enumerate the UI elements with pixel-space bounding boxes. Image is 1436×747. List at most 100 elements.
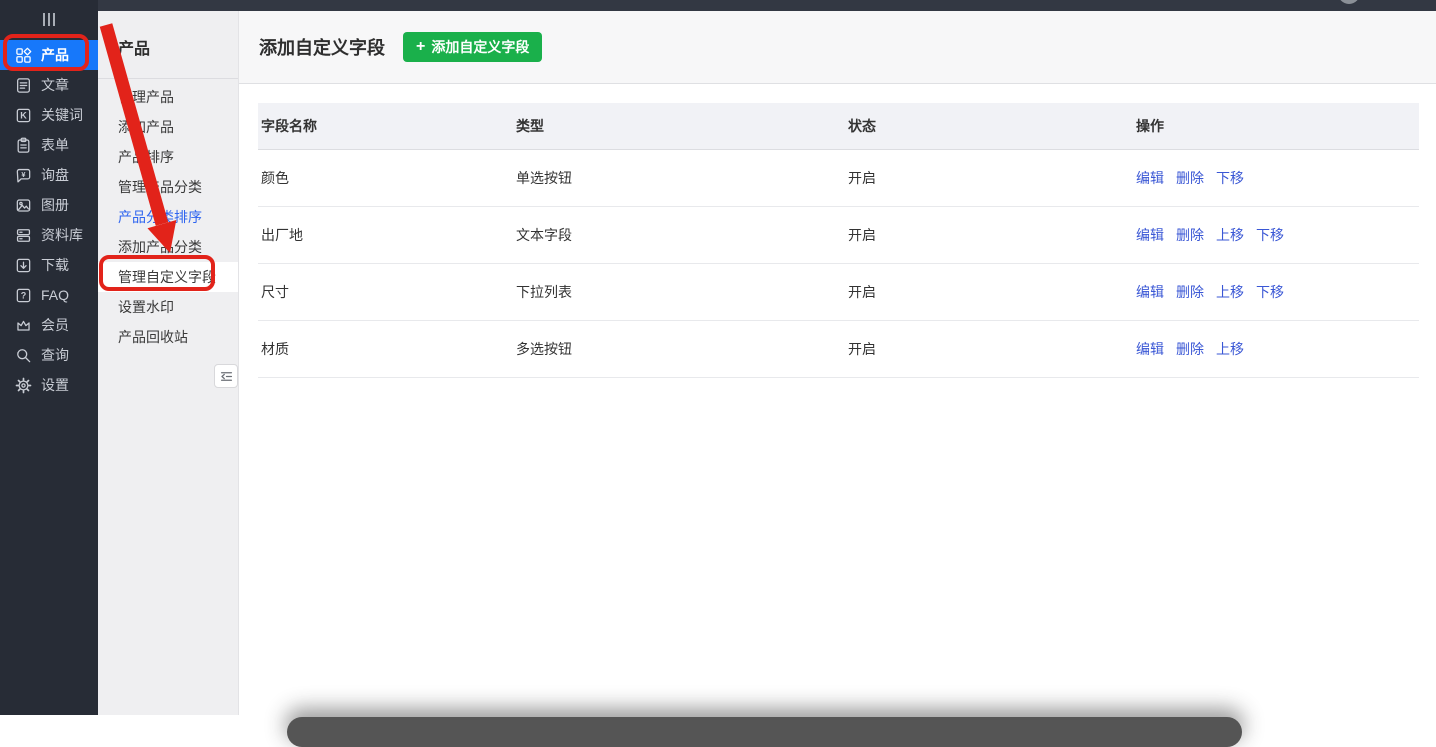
- plus-icon: +: [416, 38, 426, 55]
- cell-type: 单选按钮: [516, 170, 572, 186]
- delete-link[interactable]: 删除: [1176, 284, 1204, 300]
- sidebar-item-label: 产品: [41, 47, 69, 63]
- add-custom-field-button-label: 添加自定义字段: [431, 39, 530, 55]
- submenu-item-add-product[interactable]: 添加产品: [118, 119, 174, 135]
- table-row: 出厂地 文本字段 开启 编辑 删除 上移 下移: [258, 207, 1419, 264]
- col-header-type: 类型: [516, 118, 544, 134]
- svg-text:?: ?: [21, 290, 27, 300]
- download-icon: [15, 257, 32, 274]
- sidebar-item-label: 询盘: [41, 167, 69, 183]
- sidebar-collapse-handle-icon[interactable]: [0, 13, 98, 26]
- outdent-icon: [219, 369, 234, 384]
- sidebar-item-members[interactable]: 会员: [0, 310, 98, 340]
- cell-actions: 编辑 删除 上移 下移: [1133, 282, 1419, 302]
- sidebar-item-label: 表单: [41, 137, 69, 153]
- sidebar-item-products[interactable]: 产品: [0, 40, 98, 70]
- submenu-item-manage-products[interactable]: 管理产品: [118, 89, 174, 105]
- edit-link[interactable]: 编辑: [1136, 341, 1164, 357]
- col-header-actions: 操作: [1136, 118, 1164, 134]
- cell-field-name: 材质: [261, 341, 289, 357]
- faq-icon: ?: [15, 287, 32, 304]
- submenu-item-category-sort[interactable]: 产品分类排序: [118, 209, 202, 225]
- cell-actions: 编辑 删除 下移: [1133, 168, 1419, 188]
- primary-sidebar: 产品 文章 K 关键词 表单 ¥ 询盘: [0, 0, 98, 715]
- cell-field-name: 出厂地: [261, 227, 303, 243]
- submenu-list: 管理产品 添加产品 产品排序 管理产品分类 产品分类排序 添加产品分类 管理自定…: [98, 82, 238, 352]
- form-icon: [15, 137, 32, 154]
- sidebar-item-library[interactable]: 资料库: [0, 220, 98, 250]
- sidebar-item-articles[interactable]: 文章: [0, 70, 98, 100]
- submenu-item-manage-categories[interactable]: 管理产品分类: [118, 179, 202, 195]
- main-content: 添加自定义字段 + 添加自定义字段 字段名称 类型 状态 操作 颜色 单选按钮 …: [239, 11, 1436, 715]
- top-bar: [0, 0, 1436, 11]
- inquiry-icon: ¥: [15, 167, 32, 184]
- submenu-item-add-category[interactable]: 添加产品分类: [118, 239, 202, 255]
- member-icon: [15, 317, 32, 334]
- sidebar-item-label: 关键词: [41, 107, 83, 123]
- primary-nav: 产品 文章 K 关键词 表单 ¥ 询盘: [0, 40, 98, 400]
- library-icon: [15, 227, 32, 244]
- sidebar-item-label: 查询: [41, 347, 69, 363]
- sidebar-item-label: 设置: [41, 377, 69, 393]
- sidebar-item-label: 资料库: [41, 227, 83, 243]
- sidebar-item-gallery[interactable]: 图册: [0, 190, 98, 220]
- sidebar-item-label: 文章: [41, 77, 69, 93]
- cell-status: 开启: [848, 284, 876, 300]
- cell-field-name: 尺寸: [261, 284, 289, 300]
- submenu-title: 产品: [118, 41, 151, 58]
- page-title: 添加自定义字段: [259, 38, 385, 58]
- sidebar-item-label: 图册: [41, 197, 69, 213]
- sidebar-item-label: FAQ: [41, 287, 70, 303]
- submenu-collapse-button[interactable]: [214, 364, 238, 388]
- move-down-link[interactable]: 下移: [1256, 227, 1284, 243]
- cell-type: 多选按钮: [516, 341, 572, 357]
- table-row: 尺寸 下拉列表 开启 编辑 删除 上移 下移: [258, 264, 1419, 321]
- cell-field-name: 颜色: [261, 170, 289, 186]
- cell-actions: 编辑 删除 上移: [1133, 339, 1419, 359]
- custom-fields-table: 字段名称 类型 状态 操作 颜色 单选按钮 开启 编辑 删除 下移 出厂地 文本…: [258, 103, 1419, 378]
- col-header-field-name: 字段名称: [261, 118, 317, 134]
- delete-link[interactable]: 删除: [1176, 227, 1204, 243]
- bottom-window-shadow: [287, 717, 1242, 747]
- edit-link[interactable]: 编辑: [1136, 170, 1164, 186]
- submenu-item-manage-custom-fields[interactable]: 管理自定义字段: [98, 262, 238, 292]
- submenu-item-product-sort[interactable]: 产品排序: [118, 149, 174, 165]
- submenu-item-watermark[interactable]: 设置水印: [118, 299, 174, 315]
- sidebar-item-settings[interactable]: 设置: [0, 370, 98, 400]
- svg-text:¥: ¥: [21, 169, 26, 178]
- sidebar-item-inquiries[interactable]: ¥ 询盘: [0, 160, 98, 190]
- edit-link[interactable]: 编辑: [1136, 227, 1164, 243]
- sidebar-item-faq[interactable]: ? FAQ: [0, 280, 98, 310]
- delete-link[interactable]: 删除: [1176, 170, 1204, 186]
- settings-icon: [15, 377, 32, 394]
- appstore-icon: [15, 47, 32, 64]
- article-icon: [15, 77, 32, 94]
- move-up-link[interactable]: 上移: [1216, 284, 1244, 300]
- sidebar-item-label: 会员: [41, 317, 69, 333]
- submenu-divider: [98, 78, 238, 79]
- edit-link[interactable]: 编辑: [1136, 284, 1164, 300]
- svg-text:K: K: [20, 110, 27, 120]
- sidebar-item-keywords[interactable]: K 关键词: [0, 100, 98, 130]
- delete-link[interactable]: 删除: [1176, 341, 1204, 357]
- move-up-link[interactable]: 上移: [1216, 341, 1244, 357]
- col-header-status: 状态: [848, 118, 876, 134]
- table-header-row: 字段名称 类型 状态 操作: [258, 103, 1419, 150]
- secondary-sidebar: 产品 管理产品 添加产品 产品排序 管理产品分类 产品分类排序 添加产品分类 管…: [98, 11, 239, 715]
- submenu-item-recycle-bin[interactable]: 产品回收站: [118, 329, 188, 345]
- move-down-link[interactable]: 下移: [1256, 284, 1284, 300]
- sidebar-item-downloads[interactable]: 下载: [0, 250, 98, 280]
- search-icon: [15, 347, 32, 364]
- user-avatar[interactable]: [1338, 0, 1360, 4]
- sidebar-item-label: 下载: [41, 257, 69, 273]
- sidebar-item-forms[interactable]: 表单: [0, 130, 98, 160]
- sidebar-item-query[interactable]: 查询: [0, 340, 98, 370]
- add-custom-field-button[interactable]: + 添加自定义字段: [403, 32, 543, 62]
- cell-type: 下拉列表: [516, 284, 572, 300]
- move-down-link[interactable]: 下移: [1216, 170, 1244, 186]
- cell-status: 开启: [848, 227, 876, 243]
- move-up-link[interactable]: 上移: [1216, 227, 1244, 243]
- keyword-icon: K: [15, 107, 32, 124]
- gallery-icon: [15, 197, 32, 214]
- cell-type: 文本字段: [516, 227, 572, 243]
